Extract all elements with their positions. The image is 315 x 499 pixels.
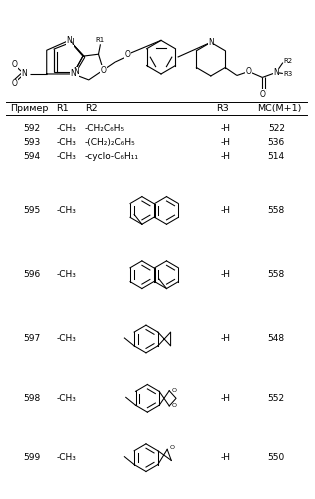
Text: R2: R2: [284, 57, 293, 64]
Text: -H: -H: [220, 138, 231, 147]
Text: -H: -H: [220, 453, 231, 462]
Text: 522: 522: [268, 124, 285, 133]
Text: -H: -H: [220, 152, 231, 161]
Text: N: N: [273, 68, 279, 77]
Text: -H: -H: [220, 124, 231, 133]
Text: 592: 592: [24, 124, 41, 133]
Text: 599: 599: [23, 453, 41, 462]
Text: N: N: [68, 38, 74, 47]
Text: 536: 536: [268, 138, 285, 147]
Text: R1: R1: [56, 104, 69, 113]
Text: 598: 598: [23, 394, 41, 403]
Text: O: O: [171, 388, 176, 393]
Text: 550: 550: [268, 453, 285, 462]
Text: -H: -H: [220, 394, 231, 403]
Text: N: N: [21, 69, 27, 78]
Text: 548: 548: [268, 334, 285, 343]
Text: Пример: Пример: [11, 104, 49, 113]
Text: N: N: [66, 36, 72, 45]
Text: O: O: [259, 90, 265, 99]
Text: O: O: [171, 403, 176, 409]
Text: N: N: [208, 38, 214, 47]
Text: R2: R2: [85, 104, 97, 113]
Text: O: O: [12, 59, 17, 68]
Text: R3: R3: [284, 71, 293, 77]
Text: R3: R3: [216, 104, 228, 113]
Text: -H: -H: [220, 334, 231, 343]
Text: 552: 552: [268, 394, 285, 403]
Text: -CH₃: -CH₃: [56, 206, 76, 215]
Text: N: N: [73, 67, 79, 76]
Text: N: N: [70, 69, 76, 78]
Text: 593: 593: [23, 138, 41, 147]
Text: -H: -H: [220, 270, 231, 279]
Text: 597: 597: [23, 334, 41, 343]
Text: 596: 596: [23, 270, 41, 279]
Text: -CH₃: -CH₃: [56, 270, 76, 279]
Text: -CH₂C₆H₅: -CH₂C₆H₅: [85, 124, 125, 133]
Text: -CH₃: -CH₃: [56, 334, 76, 343]
Text: MC(M+1): MC(M+1): [257, 104, 301, 113]
Text: O: O: [100, 65, 106, 74]
Text: 514: 514: [268, 152, 285, 161]
Text: O: O: [12, 79, 17, 88]
Text: -CH₃: -CH₃: [56, 394, 76, 403]
Text: -CH₃: -CH₃: [56, 124, 76, 133]
Text: -H: -H: [220, 206, 231, 215]
Text: -CH₃: -CH₃: [56, 138, 76, 147]
Text: 558: 558: [268, 270, 285, 279]
Text: 558: 558: [268, 206, 285, 215]
Text: 594: 594: [24, 152, 41, 161]
Text: -cyclo-C₆H₁₁: -cyclo-C₆H₁₁: [85, 152, 139, 161]
Text: O: O: [169, 445, 174, 450]
Text: O: O: [246, 67, 252, 76]
Text: R1: R1: [96, 37, 105, 43]
Text: 595: 595: [23, 206, 41, 215]
Text: -(CH₂)₂C₆H₅: -(CH₂)₂C₆H₅: [85, 138, 135, 147]
Text: O: O: [125, 50, 131, 59]
Text: -CH₃: -CH₃: [56, 152, 76, 161]
Text: -CH₃: -CH₃: [56, 453, 76, 462]
